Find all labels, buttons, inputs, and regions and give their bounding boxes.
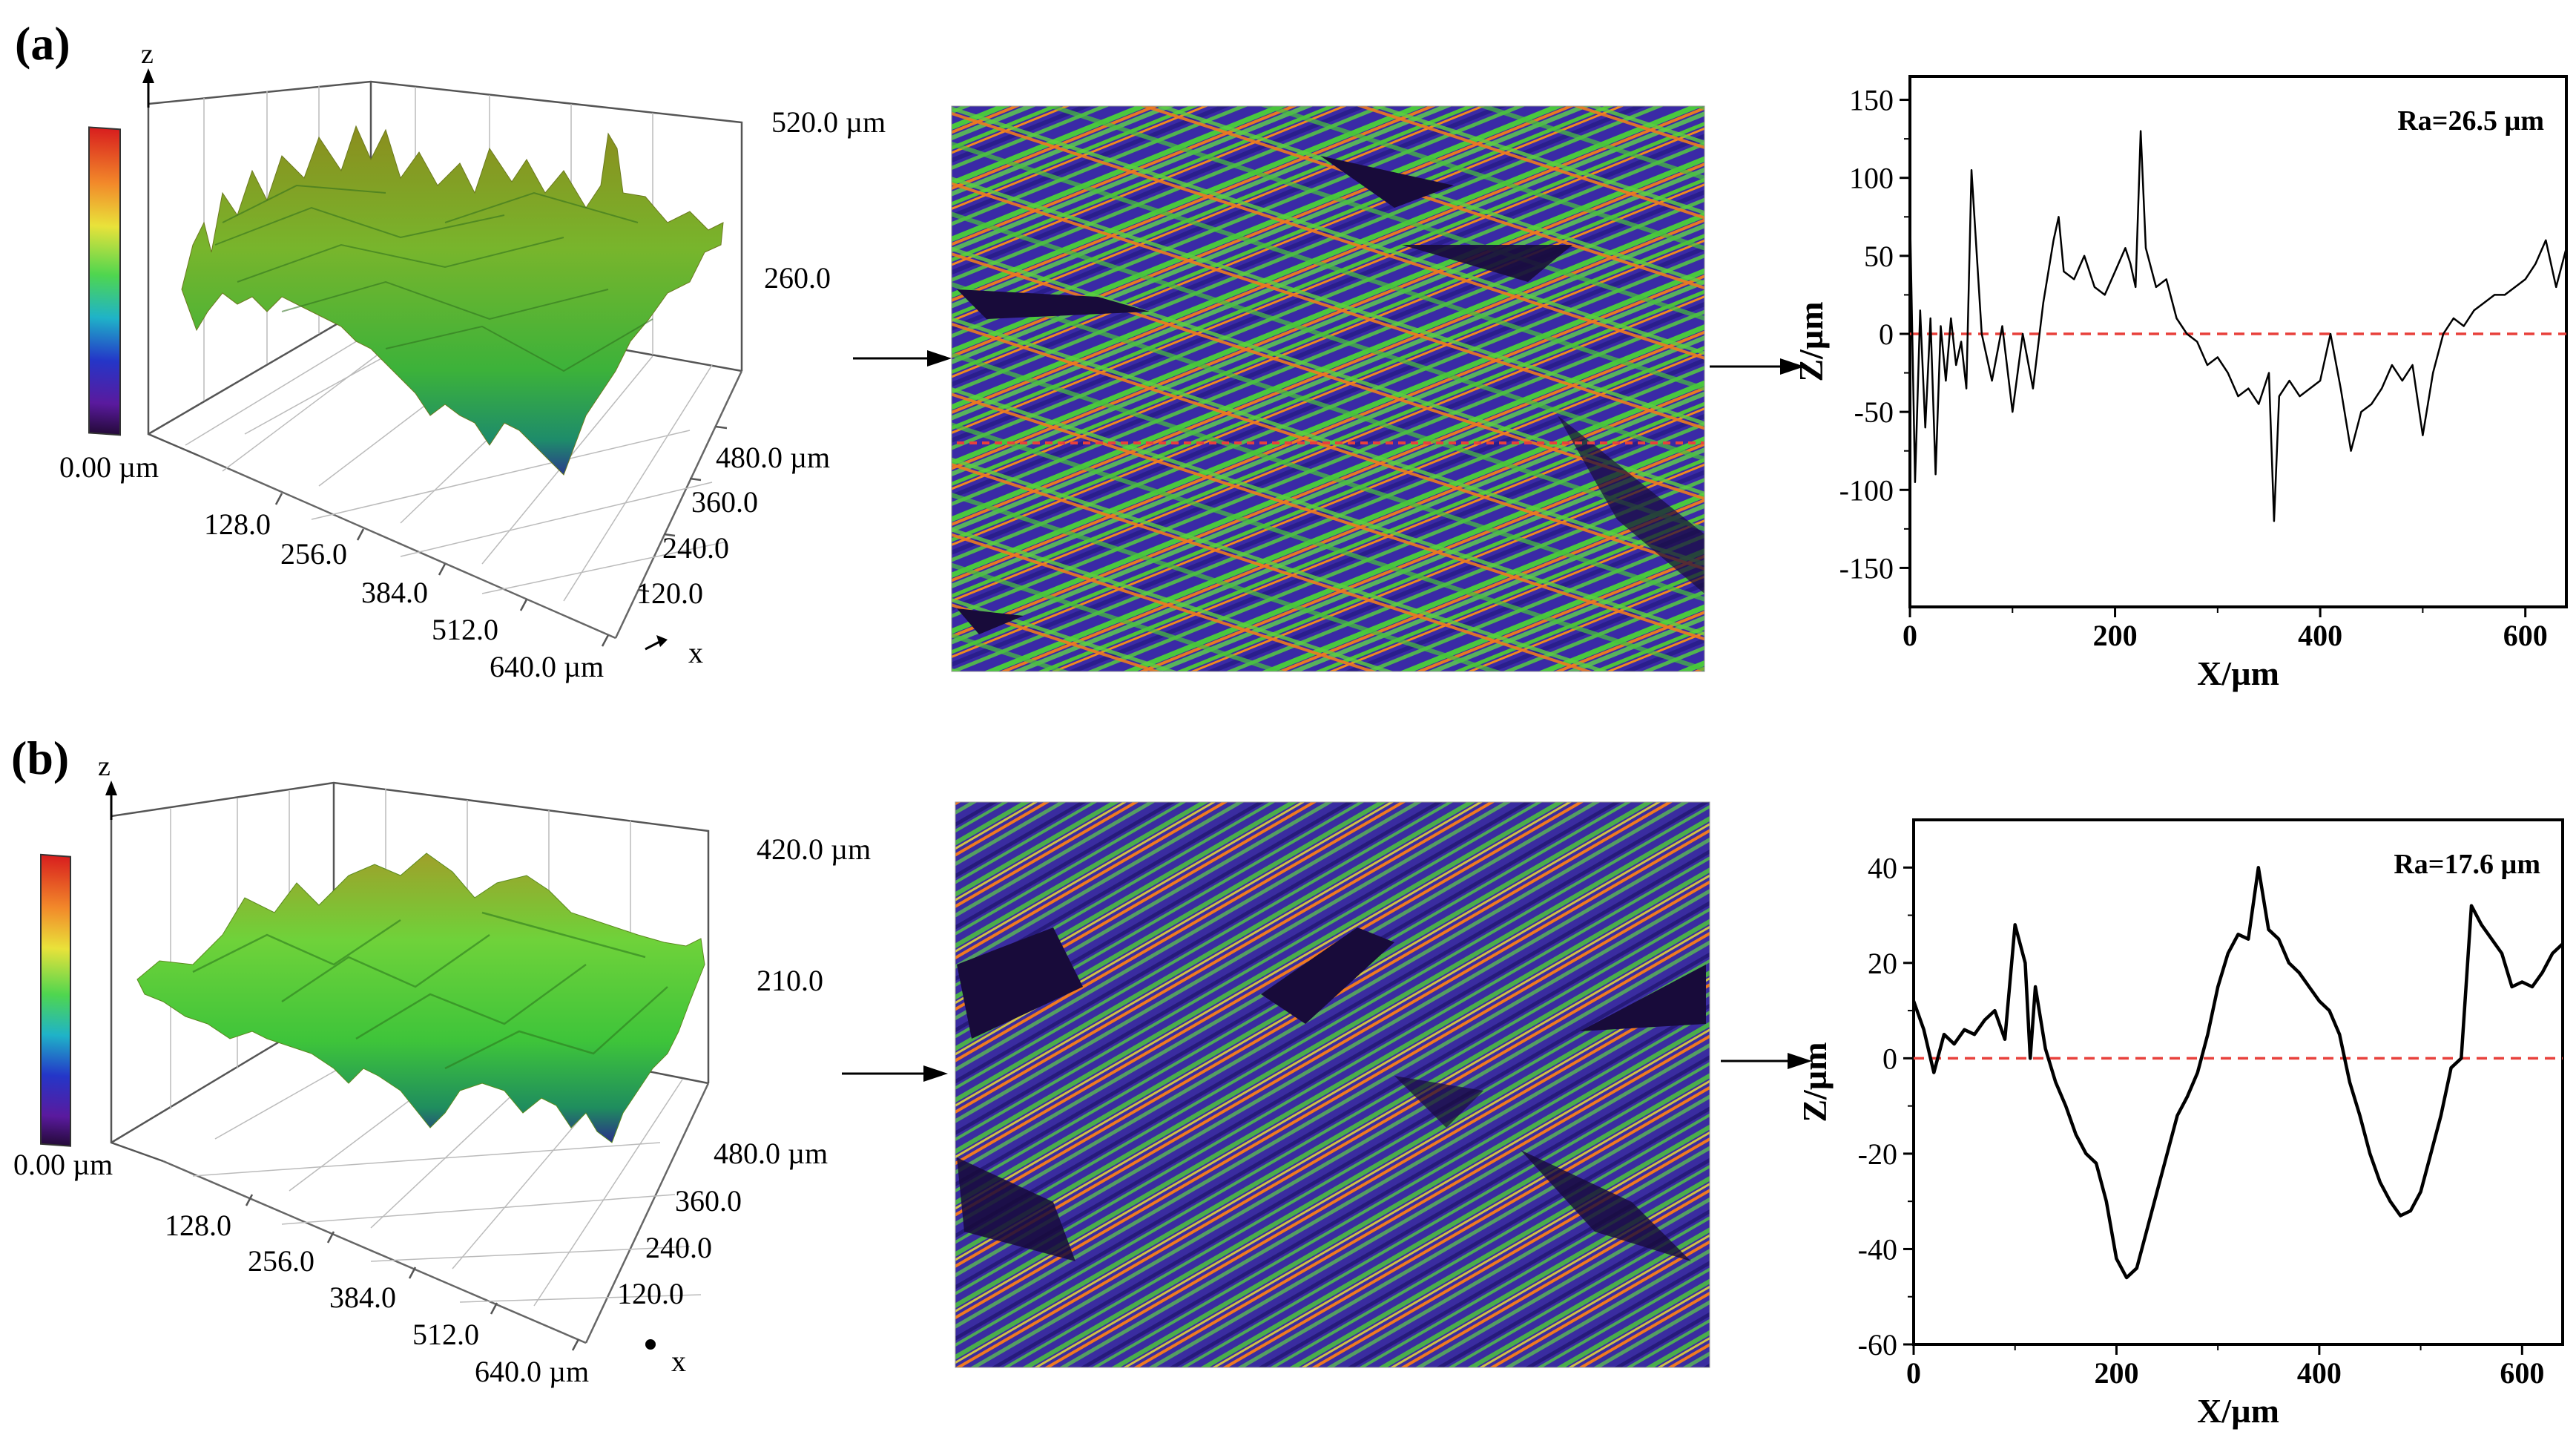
y-axis-label: Z/µm bbox=[1796, 1042, 1834, 1122]
y-tick-label: 0 bbox=[1882, 1042, 1897, 1075]
height-map-a bbox=[952, 106, 1704, 671]
x-tick-label: 0 bbox=[1906, 1356, 1921, 1390]
surface-mesh-a bbox=[181, 125, 724, 476]
surface-b-x-tick-1: 256.0 bbox=[248, 1244, 314, 1278]
ra-annotation: Ra=17.6 µm bbox=[2394, 849, 2540, 880]
surface-a-y-tick-3: 120.0 bbox=[636, 576, 703, 610]
profile-series-line bbox=[1908, 130, 2568, 522]
surface-a-y-tick-1: 360.0 bbox=[691, 485, 758, 519]
x-tick-label: 600 bbox=[2500, 1356, 2544, 1390]
surface-b-x-tick-3: 512.0 bbox=[412, 1318, 479, 1351]
panel-label-a: (a) bbox=[15, 17, 70, 70]
x-tick-label: 600 bbox=[2503, 619, 2548, 652]
surface-a-x-axis-label: x bbox=[688, 636, 703, 669]
y-tick-label: 50 bbox=[1864, 240, 1894, 273]
surface-b-z-tick-mid: 210.0 bbox=[757, 964, 823, 997]
surface-a-x-tick-3: 512.0 bbox=[432, 613, 498, 646]
surface-b-x-axis-label: x bbox=[671, 1344, 686, 1378]
surface-a-z-tick-top: 520.0 µm bbox=[771, 105, 886, 139]
y-axis-label: Z/µm bbox=[1792, 301, 1830, 381]
surface-b-z-tick-top: 420.0 µm bbox=[757, 832, 871, 866]
surface-a-x-tick-2: 384.0 bbox=[361, 576, 428, 609]
x-tick-label: 400 bbox=[2298, 619, 2342, 652]
arrow-b-left bbox=[842, 1065, 948, 1082]
surface-a-x-tick-4: 640.0 µm bbox=[490, 650, 604, 683]
surface-mesh-b bbox=[136, 853, 705, 1143]
y-tick-label: -20 bbox=[1858, 1137, 1897, 1171]
x-axis-label: X/µm bbox=[2197, 1392, 2279, 1430]
profile-chart-a: -150 -100 -50 0 50 100 150 0 200 400 600 Ra=26.5 µm… bbox=[1792, 75, 2568, 692]
colorbar-b bbox=[40, 853, 71, 1147]
surface-a-x-tick-1: 256.0 bbox=[280, 537, 347, 571]
y-tick-label: -40 bbox=[1858, 1232, 1897, 1266]
surface-b-y-tick-1: 360.0 bbox=[675, 1184, 742, 1218]
surface-b-x-tick-2: 384.0 bbox=[329, 1281, 396, 1314]
x-tick-label: 0 bbox=[1903, 619, 1917, 652]
y-tick-label: -60 bbox=[1858, 1328, 1897, 1361]
surface-b-y-tick-3: 120.0 bbox=[617, 1277, 684, 1310]
y-tick-label: 150 bbox=[1849, 84, 1894, 117]
x-tick-label: 200 bbox=[2094, 1356, 2138, 1390]
arrow-a-left bbox=[853, 350, 952, 367]
arrow-a-right bbox=[1710, 358, 1805, 375]
y-tick-label: 100 bbox=[1849, 162, 1894, 195]
x-tick-label: 200 bbox=[2093, 619, 2138, 652]
plot-frame bbox=[1912, 818, 2564, 1346]
surface-b-z-axis-label: z bbox=[98, 751, 111, 782]
colorbar-a bbox=[88, 126, 121, 436]
surface-a-z-axis-label: z bbox=[141, 39, 154, 70]
colorbar-b-min-label: 0.00 µm bbox=[13, 1148, 113, 1181]
x-axis-label: X/µm bbox=[2197, 654, 2279, 692]
surface-a-y-tick-0: 480.0 µm bbox=[716, 441, 830, 474]
surface-b-y-tick-0: 480.0 µm bbox=[714, 1137, 828, 1170]
surface-ridges-b bbox=[192, 911, 668, 1070]
y-tick-label: -150 bbox=[1839, 551, 1894, 585]
colorbar-a-min-label: 0.00 µm bbox=[59, 450, 159, 484]
height-map-b bbox=[955, 802, 1710, 1367]
surface-b-x-tick-4: 640.0 µm bbox=[475, 1355, 589, 1388]
surface-b-y-tick-2: 240.0 bbox=[645, 1231, 712, 1264]
panel-label-b: (b) bbox=[11, 732, 69, 784]
surface-ridges-a bbox=[214, 184, 653, 372]
y-tick-label: -50 bbox=[1854, 395, 1894, 429]
surface-a-y-tick-2: 240.0 bbox=[662, 531, 729, 565]
y-tick-label: 20 bbox=[1868, 947, 1897, 980]
profile-series-line bbox=[1911, 866, 2564, 1280]
y-tick-label: 0 bbox=[1879, 318, 1894, 351]
ra-annotation: Ra=26.5 µm bbox=[2397, 105, 2544, 137]
x-tick-label: 400 bbox=[2297, 1356, 2342, 1390]
y-tick-label: 40 bbox=[1868, 851, 1897, 884]
surface-a-x-tick-0: 128.0 bbox=[204, 507, 271, 541]
arrow-b-right bbox=[1721, 1053, 1812, 1069]
y-tick-label: -100 bbox=[1839, 473, 1894, 507]
surface-b-x-tick-0: 128.0 bbox=[165, 1209, 231, 1242]
plot-frame bbox=[1908, 75, 2568, 608]
surface-a-z-tick-mid: 260.0 bbox=[764, 261, 831, 295]
